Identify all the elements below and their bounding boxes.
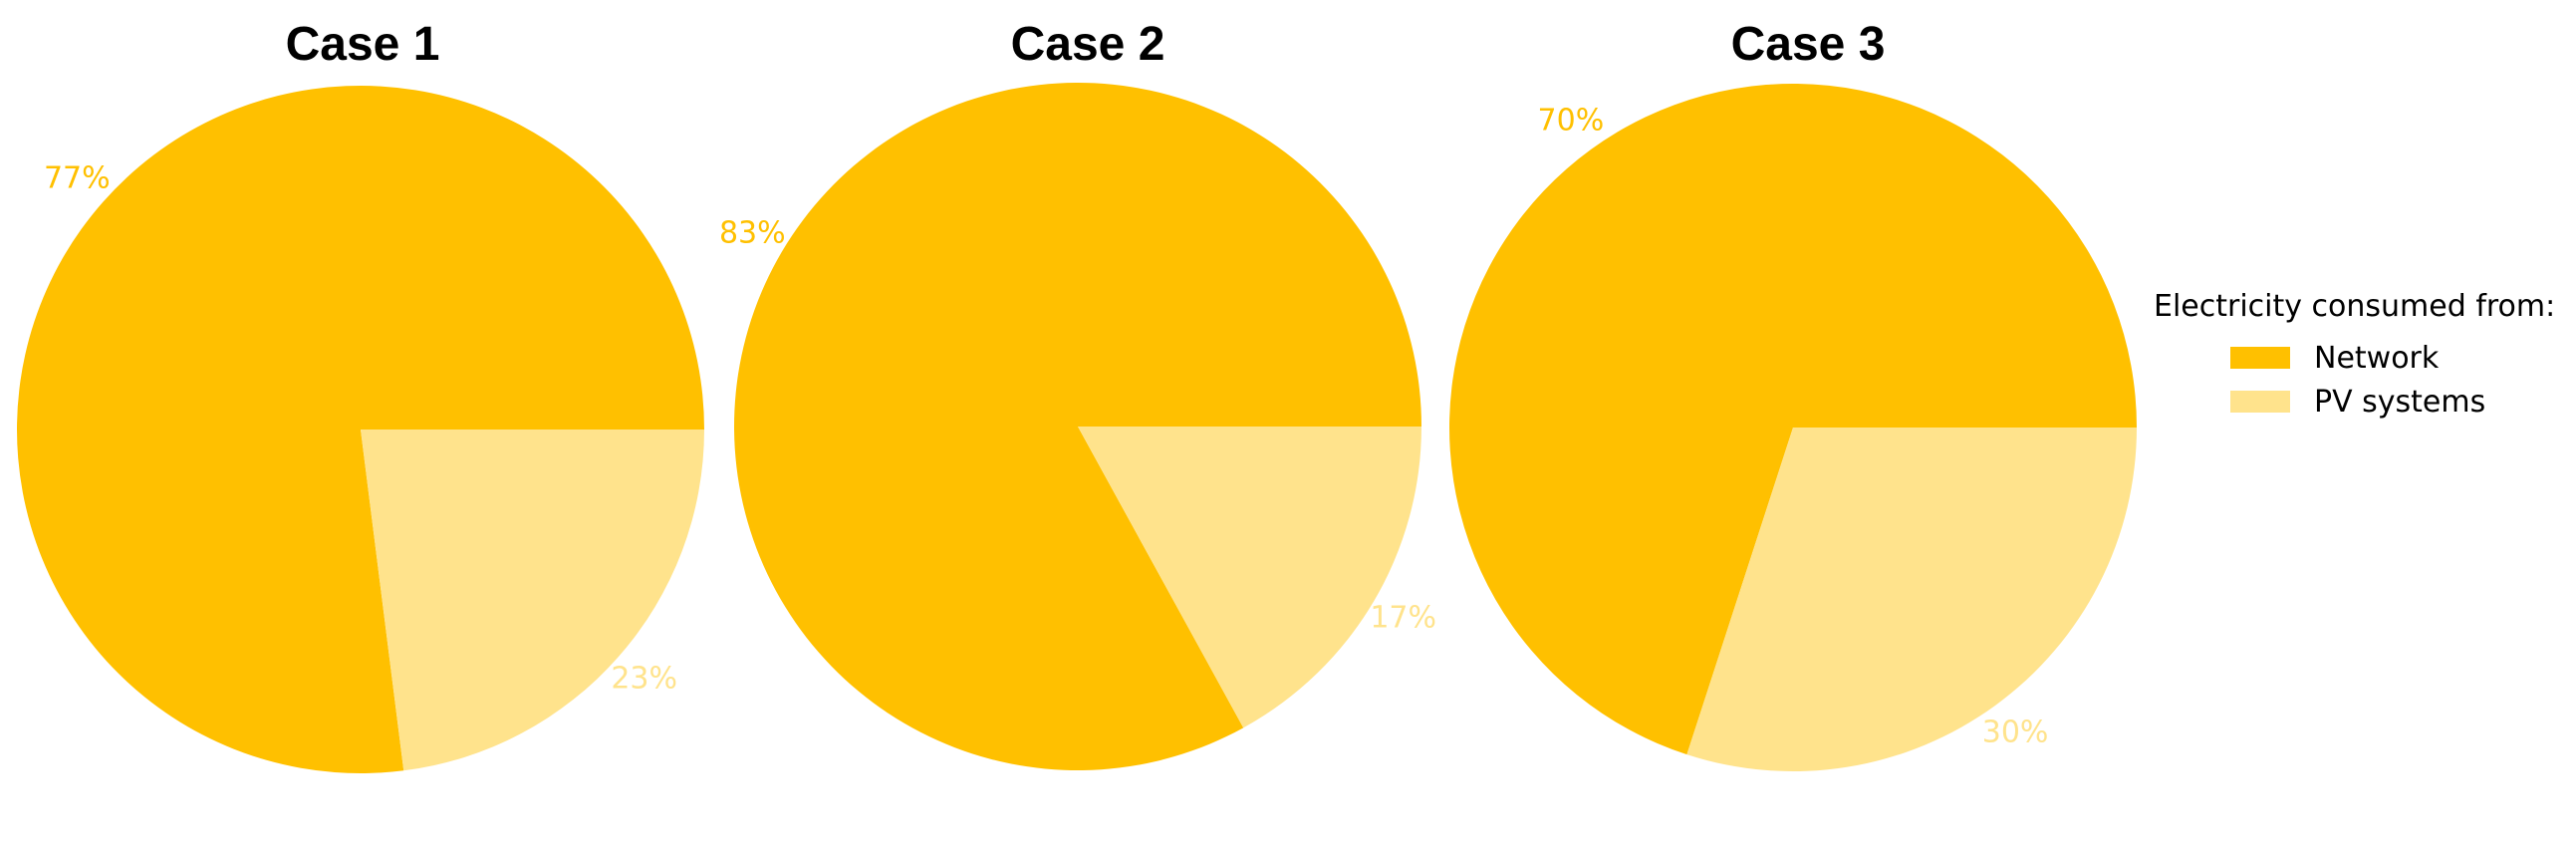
chart-title: Case 2 xyxy=(1011,18,1165,71)
pie-chart-case-1: 77% 23% Case 1 xyxy=(16,18,704,774)
legend-label-network: Network xyxy=(2314,340,2440,376)
pie-slice-pv-systems xyxy=(1078,427,1421,728)
legend-item-pv-systems: PV systems xyxy=(2154,380,2572,424)
pie-label-network: 70% xyxy=(1538,104,1605,139)
pie-slice-network xyxy=(16,86,704,774)
pie-label-network: 83% xyxy=(719,215,786,250)
pie-label-pv-systems: 30% xyxy=(1982,716,2049,750)
legend-title: Electricity consumed from: xyxy=(2154,289,2556,324)
pie-slice-pv-systems xyxy=(361,430,704,771)
legend: Electricity consumed from: Network PV sy… xyxy=(2154,289,2572,424)
chart-title: Case 3 xyxy=(1731,18,1886,71)
pie-chart-case-3: 70% 30% Case 3 xyxy=(1449,18,2137,771)
pie-label-pv-systems: 17% xyxy=(1370,601,1436,636)
chart-title: Case 1 xyxy=(286,18,440,71)
pie-label-pv-systems: 23% xyxy=(611,662,677,697)
pie-slice-network xyxy=(1449,83,2137,755)
pie-chart-case-2: 83% 17% Case 2 xyxy=(719,18,1436,771)
legend-swatch-network xyxy=(2230,347,2290,369)
pie-slice-pv-systems xyxy=(1686,428,2137,771)
pie-label-network: 77% xyxy=(44,161,111,196)
legend-swatch-pv-systems xyxy=(2230,391,2290,413)
pie-slice-network xyxy=(734,83,1421,771)
legend-label-pv-systems: PV systems xyxy=(2314,384,2486,420)
legend-item-network: Network xyxy=(2154,336,2572,380)
